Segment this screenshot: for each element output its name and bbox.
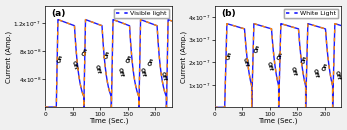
Y-axis label: Current (Amp.): Current (Amp.)	[180, 30, 187, 83]
Text: On: On	[82, 46, 89, 56]
Text: Off: Off	[289, 66, 297, 76]
Text: On: On	[57, 53, 64, 63]
Text: (a): (a)	[52, 9, 66, 18]
Legend: Visible light: Visible light	[114, 9, 169, 18]
X-axis label: Time (Sec.): Time (Sec.)	[259, 118, 298, 124]
Text: Off: Off	[333, 70, 341, 81]
Text: Off: Off	[266, 61, 273, 72]
Text: Off: Off	[138, 67, 146, 78]
Legend: White Light: White Light	[284, 9, 338, 18]
Text: On: On	[226, 51, 233, 60]
Text: Off: Off	[117, 67, 124, 78]
Text: Off: Off	[160, 70, 167, 81]
Text: Off: Off	[71, 60, 78, 71]
Text: On: On	[277, 51, 285, 60]
Text: Off: Off	[94, 63, 101, 74]
Text: On: On	[321, 62, 329, 71]
Text: On: On	[254, 44, 261, 53]
X-axis label: Time (Sec.): Time (Sec.)	[89, 118, 128, 124]
Text: On: On	[301, 55, 307, 65]
Text: On: On	[148, 57, 155, 66]
Text: Off: Off	[312, 68, 319, 79]
Text: On: On	[104, 50, 111, 59]
Text: On: On	[126, 53, 133, 63]
Text: Off: Off	[242, 57, 249, 67]
Text: (b): (b)	[221, 9, 236, 18]
Y-axis label: Current (Amp.): Current (Amp.)	[6, 30, 12, 83]
